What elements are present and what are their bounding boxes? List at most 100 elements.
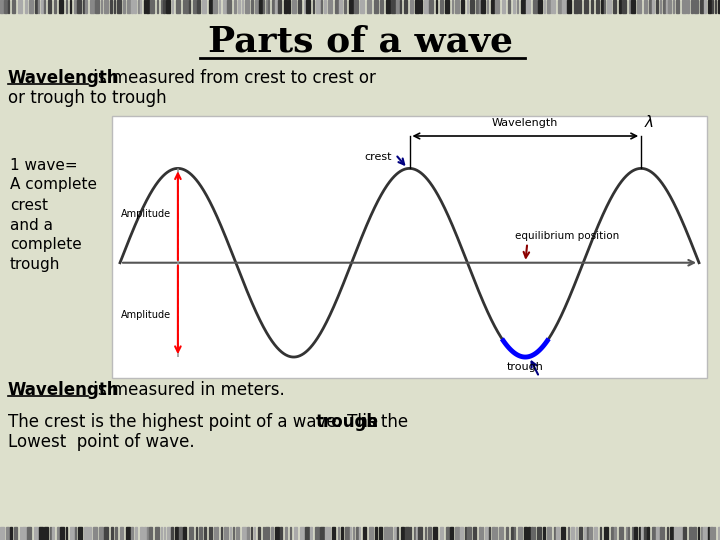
- Bar: [611, 527, 613, 540]
- Bar: [389, 527, 392, 540]
- Bar: [255, 0, 258, 13]
- Bar: [99, 527, 103, 540]
- Bar: [345, 527, 349, 540]
- Bar: [339, 0, 342, 13]
- Text: trough: trough: [10, 258, 60, 273]
- Bar: [263, 0, 264, 13]
- Bar: [224, 527, 226, 540]
- Bar: [465, 527, 466, 540]
- Bar: [29, 0, 33, 13]
- Bar: [718, 0, 720, 13]
- Bar: [202, 0, 206, 13]
- Bar: [292, 0, 296, 13]
- Bar: [561, 527, 565, 540]
- Text: Amplitude: Amplitude: [121, 208, 171, 219]
- Bar: [359, 527, 360, 540]
- Bar: [455, 527, 459, 540]
- Bar: [305, 527, 309, 540]
- Bar: [78, 527, 82, 540]
- Bar: [547, 0, 550, 13]
- Text: Lowest  point of wave.: Lowest point of wave.: [8, 433, 194, 451]
- Bar: [316, 0, 320, 13]
- Bar: [259, 0, 262, 13]
- Bar: [189, 527, 193, 540]
- Bar: [410, 0, 413, 13]
- Bar: [230, 527, 231, 540]
- Bar: [410, 527, 411, 540]
- Bar: [272, 0, 274, 13]
- Bar: [528, 527, 530, 540]
- Bar: [708, 0, 711, 13]
- Bar: [543, 527, 545, 540]
- Bar: [321, 0, 322, 13]
- Bar: [175, 527, 178, 540]
- Bar: [114, 0, 115, 13]
- Bar: [131, 527, 133, 540]
- Bar: [433, 527, 437, 540]
- Bar: [167, 527, 170, 540]
- Bar: [660, 0, 661, 13]
- Bar: [689, 527, 692, 540]
- Text: Parts of a wave: Parts of a wave: [207, 25, 513, 59]
- Bar: [75, 527, 76, 540]
- Bar: [691, 0, 693, 13]
- Bar: [4, 0, 7, 13]
- Bar: [495, 0, 499, 13]
- Bar: [221, 527, 222, 540]
- Bar: [14, 527, 17, 540]
- Bar: [571, 527, 574, 540]
- Bar: [60, 527, 64, 540]
- Bar: [511, 527, 513, 540]
- Bar: [401, 527, 404, 540]
- Bar: [209, 527, 210, 540]
- Bar: [576, 527, 577, 540]
- Bar: [678, 527, 682, 540]
- Bar: [356, 527, 358, 540]
- Bar: [44, 527, 48, 540]
- Bar: [526, 0, 530, 13]
- Bar: [508, 0, 510, 13]
- Bar: [481, 0, 485, 13]
- Text: and a: and a: [10, 218, 53, 233]
- Bar: [594, 527, 597, 540]
- Bar: [656, 0, 658, 13]
- Bar: [353, 527, 354, 540]
- Bar: [637, 0, 641, 13]
- Bar: [639, 527, 640, 540]
- Text: equilibrium position: equilibrium position: [516, 231, 619, 241]
- Bar: [607, 0, 611, 13]
- Bar: [674, 527, 677, 540]
- Bar: [57, 527, 59, 540]
- Bar: [254, 527, 255, 540]
- Bar: [567, 0, 571, 13]
- Bar: [676, 0, 679, 13]
- Bar: [0, 0, 3, 13]
- Bar: [0, 527, 4, 540]
- Bar: [123, 0, 125, 13]
- Bar: [135, 527, 137, 540]
- Bar: [652, 0, 654, 13]
- Bar: [613, 0, 616, 13]
- Bar: [300, 527, 304, 540]
- Bar: [284, 0, 287, 13]
- Text: The crest is the highest point of a wave. The: The crest is the highest point of a wave…: [8, 413, 383, 431]
- Bar: [584, 527, 586, 540]
- Bar: [335, 0, 338, 13]
- Bar: [48, 0, 51, 13]
- Bar: [531, 527, 533, 540]
- Text: trough: trough: [507, 362, 544, 372]
- Bar: [234, 0, 236, 13]
- Bar: [436, 0, 437, 13]
- Bar: [285, 527, 287, 540]
- Bar: [446, 527, 449, 540]
- Bar: [482, 527, 483, 540]
- Bar: [219, 0, 220, 13]
- Bar: [496, 527, 497, 540]
- Bar: [667, 527, 668, 540]
- Bar: [718, 527, 720, 540]
- Bar: [491, 0, 494, 13]
- Bar: [440, 0, 443, 13]
- Bar: [405, 527, 409, 540]
- Bar: [193, 0, 196, 13]
- Bar: [428, 527, 431, 540]
